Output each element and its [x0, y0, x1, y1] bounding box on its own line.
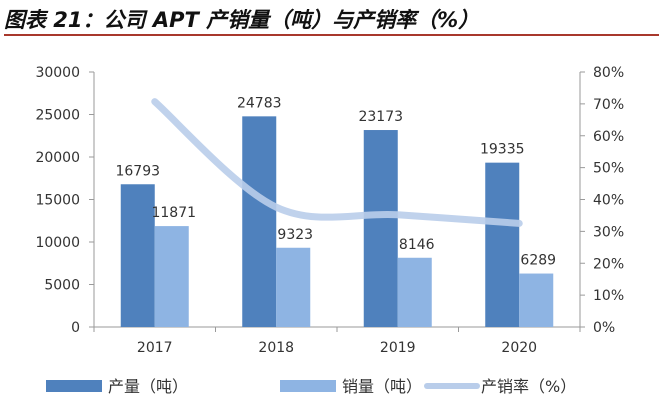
left-axis-tick-label: 10000: [35, 235, 80, 251]
bar-1-2020: [519, 273, 554, 327]
bar-data-label: 19335: [480, 142, 525, 158]
right-axis-tick-label: 30%: [593, 224, 624, 240]
right-axis-tick-label: 0%: [593, 320, 615, 336]
bar-data-label: 24783: [237, 95, 282, 111]
bar-data-label: 8146: [399, 237, 435, 253]
bar-data-label: 11871: [151, 205, 196, 221]
right-axis-tick-label: 10%: [593, 288, 624, 304]
legend-swatch-0: [46, 380, 102, 392]
x-axis-tick-label: 2017: [137, 340, 173, 356]
left-axis-tick-label: 0: [71, 320, 80, 336]
right-axis-tick-label: 40%: [593, 193, 624, 209]
bar-data-label: 6289: [520, 253, 556, 269]
bar-data-label: 23173: [358, 109, 403, 125]
left-axis-tick-label: 15000: [35, 193, 80, 209]
left-axis-tick-label: 20000: [35, 150, 80, 166]
chart-title: 图表 21：公司 APT 产销量（吨）与产销率（%）: [4, 4, 659, 36]
right-axis-tick-label: 20%: [593, 256, 624, 272]
bar-1-2018: [276, 247, 311, 327]
bar-0-2020: [485, 162, 520, 327]
bar-0-2017: [120, 184, 155, 327]
x-axis-tick-label: 2019: [380, 340, 416, 356]
legend-label-0: 产量（吨）: [108, 377, 188, 396]
right-axis-tick-label: 60%: [593, 129, 624, 145]
right-axis-tick-label: 80%: [593, 65, 624, 81]
legend-label-1: 销量（吨）: [342, 377, 422, 396]
left-axis-tick-label: 25000: [35, 108, 80, 124]
bar-1-2019: [397, 257, 432, 327]
bar-0-2018: [242, 116, 277, 327]
right-axis-tick-label: 70%: [593, 97, 624, 113]
x-axis-tick-label: 2018: [258, 340, 294, 356]
bar-0-2019: [363, 130, 398, 327]
right-axis-tick-label: 50%: [593, 161, 624, 177]
bar-1-2017: [154, 226, 189, 327]
left-axis-tick-label: 5000: [44, 278, 80, 294]
bar-data-label: 9323: [277, 227, 313, 243]
legend-label-2: 产销率（%）: [481, 377, 576, 396]
bar-data-label: 16793: [115, 163, 160, 179]
left-axis-tick-label: 30000: [35, 65, 80, 81]
line-series-产销率: [151, 98, 523, 227]
x-axis-tick-label: 2020: [501, 340, 537, 356]
legend-swatch-1: [280, 380, 336, 392]
